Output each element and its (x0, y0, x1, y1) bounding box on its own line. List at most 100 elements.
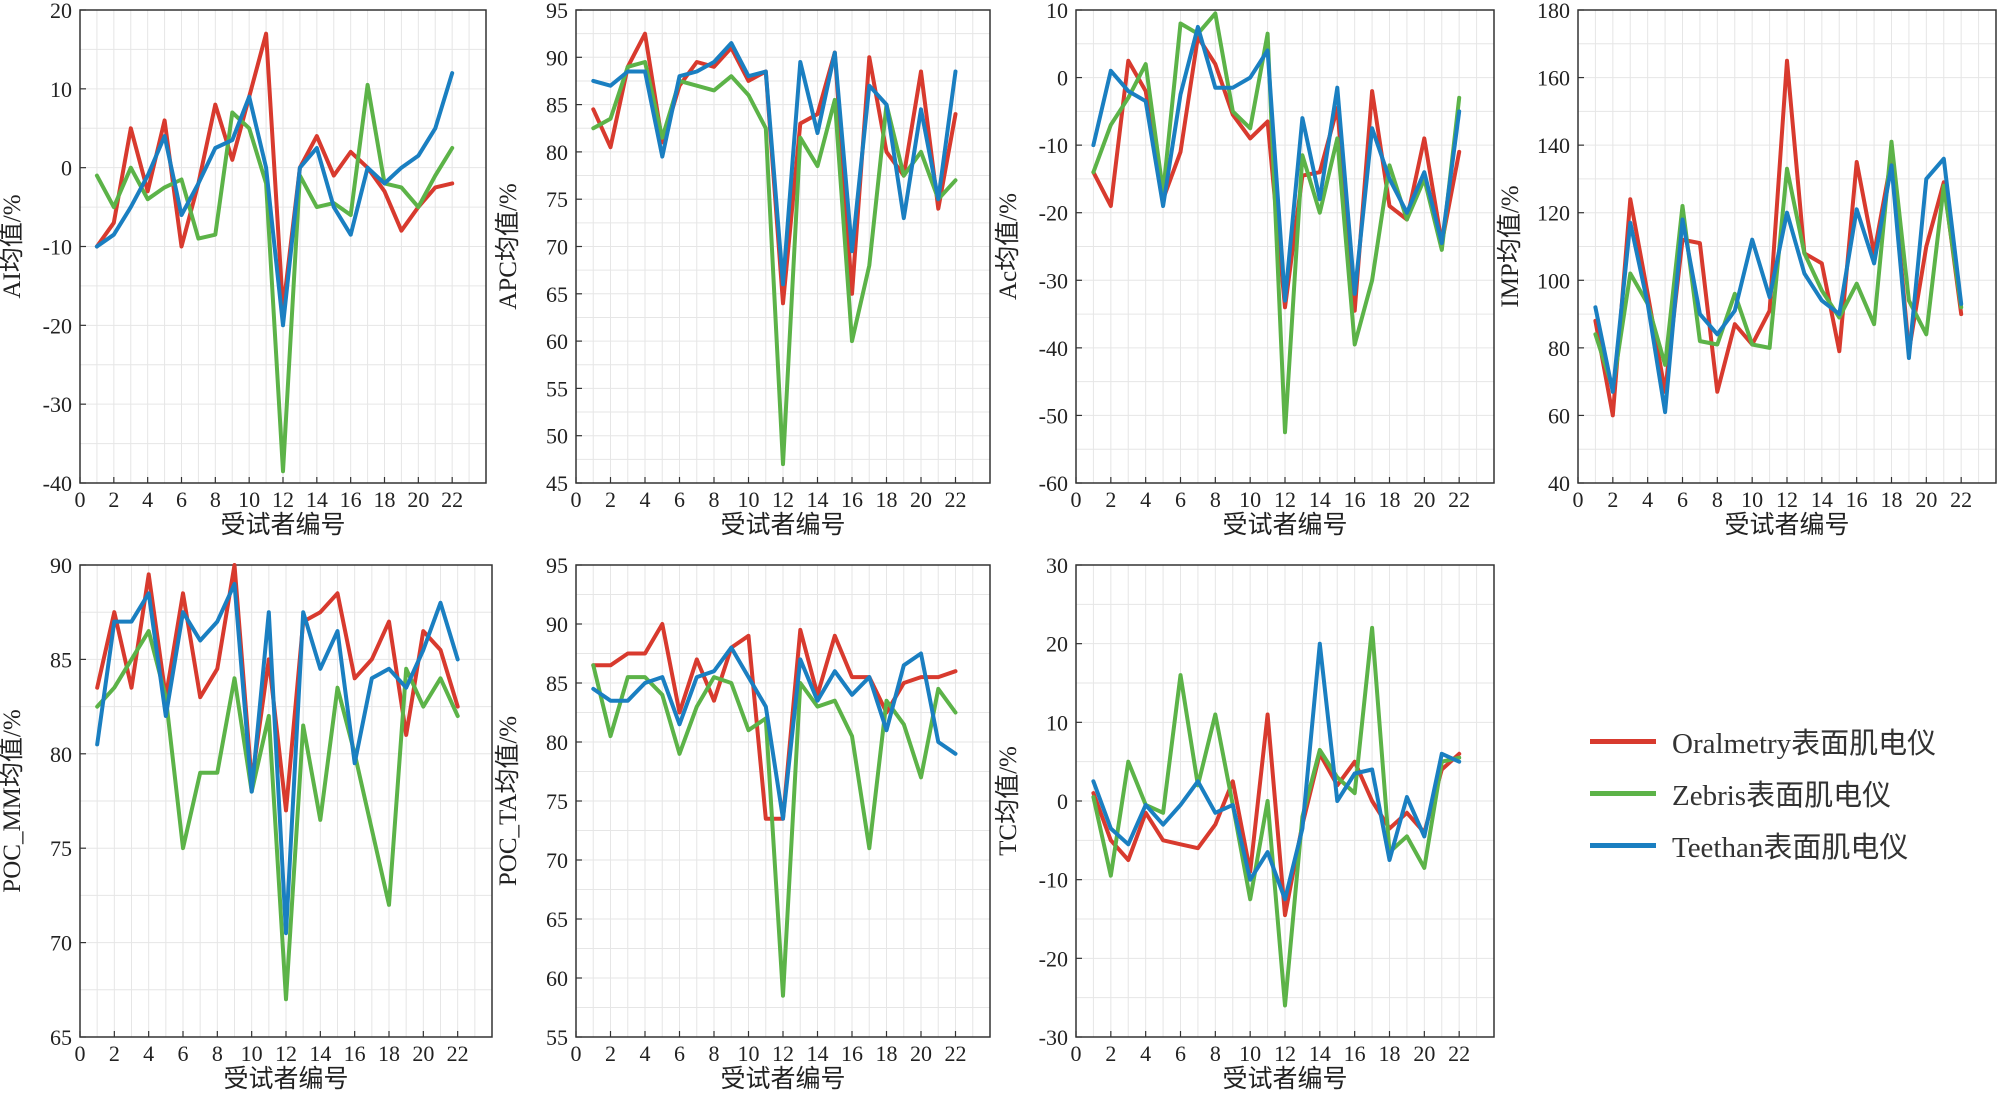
x-tick-label: 2 (605, 1041, 616, 1066)
y-tick-label: -40 (1039, 336, 1068, 361)
x-tick-label: 10 (1741, 487, 1763, 512)
x-tick-label: 2 (108, 487, 119, 512)
y-axis-label: IMP均值/% (1496, 185, 1524, 307)
y-tick-label: 160 (1537, 66, 1570, 91)
x-axis-label: 受试者编号 (1724, 511, 1849, 539)
y-tick-label: 95 (546, 0, 568, 23)
y-tick-label: 20 (1046, 632, 1068, 657)
x-tick-label: 10 (238, 487, 260, 512)
y-tick-label: 85 (546, 93, 568, 118)
x-axis-label: 受试者编号 (220, 511, 345, 539)
x-tick-label: 14 (1309, 1041, 1331, 1066)
x-tick-label: 16 (841, 487, 863, 512)
x-tick-label: 4 (142, 487, 153, 512)
y-tick-label: 75 (546, 789, 568, 814)
legend-swatch-teethan (1590, 842, 1656, 848)
y-tick-label: -30 (43, 392, 72, 417)
x-tick-label: 4 (640, 487, 651, 512)
series-line-zebris (591, 60, 958, 467)
x-tick-label: 8 (212, 1041, 223, 1066)
y-tick-label: 55 (546, 376, 568, 401)
y-tick-label: 60 (546, 329, 568, 354)
y-tick-label: 90 (50, 553, 72, 578)
x-tick-label: 0 (75, 1041, 86, 1066)
x-tick-label: 20 (412, 1041, 434, 1066)
x-tick-label: 2 (109, 1041, 120, 1066)
x-tick-label: 16 (1344, 1041, 1366, 1066)
legend: Oralmetry表面肌电仪 Zebris表面肌电仪 Teethan表面肌电仪 (1590, 715, 1990, 871)
x-tick-label: 4 (1642, 487, 1653, 512)
y-tick-label: 180 (1537, 0, 1570, 23)
x-tick-label: 4 (1140, 1041, 1151, 1066)
series-line-teethan (1091, 24, 1462, 303)
y-tick-label: 0 (61, 156, 72, 181)
y-tick-label: 55 (546, 1025, 568, 1050)
x-tick-label: 0 (571, 1041, 582, 1066)
x-tick-label: 22 (447, 1041, 469, 1066)
x-tick-label: 6 (1175, 487, 1186, 512)
x-tick-label: 20 (1915, 487, 1937, 512)
y-tick-label: 85 (546, 671, 568, 696)
x-tick-label: 12 (272, 487, 294, 512)
legend-swatch-oralmetry (1590, 738, 1656, 744)
x-axis-label: 受试者编号 (1222, 1065, 1347, 1093)
y-tick-label: 30 (1046, 553, 1068, 578)
series-line-teethan (1091, 641, 1462, 902)
chart-panel-3: 0 2 4 6 8 10 12 14 16 18 20 22-60-50-40-30-20-10010… (994, 0, 1495, 539)
y-axis-label: POC_MM均值/% (0, 709, 26, 892)
x-tick-label: 20 (910, 1041, 932, 1066)
x-tick-label: 14 (1309, 487, 1331, 512)
chart-panel-4: 0 2 4 6 8 10 12 14 16 18 20 22 40 60 80 100 120 140 160 180… (1496, 0, 1997, 539)
x-tick-label: 10 (1239, 1041, 1261, 1066)
y-tick-label: 80 (546, 140, 568, 165)
y-axis-label: POC_TA均值/% (494, 716, 522, 886)
x-tick-label: 18 (374, 487, 396, 512)
x-tick-label: 16 (340, 487, 362, 512)
legend-item-zebris: Zebris表面肌电仪 (1590, 767, 1990, 819)
y-tick-label: 0 (1057, 789, 1068, 814)
x-tick-label: 6 (178, 1041, 189, 1066)
legend-swatch-zebris (1590, 790, 1656, 796)
y-tick-label: -50 (1039, 403, 1068, 428)
y-tick-label: 10 (1046, 710, 1068, 735)
x-tick-label: 8 (1210, 487, 1221, 512)
series-line-zebris (1091, 625, 1462, 1008)
x-tick-label: 6 (1677, 487, 1688, 512)
y-axis-label: AI均值/% (0, 194, 26, 298)
series-line-teethan (95, 581, 460, 936)
x-tick-label: 0 (75, 487, 86, 512)
y-tick-label: 10 (50, 77, 72, 102)
x-tick-label: 22 (1448, 1041, 1470, 1066)
y-axis-label: Ac均值/% (994, 193, 1022, 300)
legend-label-zebris: Zebris表面肌电仪 (1672, 780, 1892, 812)
x-tick-label: 10 (241, 1041, 263, 1066)
x-tick-label: 4 (1140, 487, 1151, 512)
y-axis-label: APC均值/% (494, 183, 522, 309)
y-tick-label: 75 (50, 836, 72, 861)
x-tick-label: 6 (176, 487, 187, 512)
legend-item-oralmetry: Oralmetry表面肌电仪 (1590, 715, 1990, 767)
legend-item-teethan: Teethan表面肌电仪 (1590, 819, 1990, 871)
x-tick-label: 16 (1344, 487, 1366, 512)
x-tick-label: 20 (407, 487, 429, 512)
y-tick-label: -20 (1039, 946, 1068, 971)
y-tick-label: -10 (43, 235, 72, 260)
x-tick-label: 22 (441, 487, 463, 512)
legend-label-teethan: Teethan表面肌电仪 (1672, 832, 1909, 864)
x-tick-label: 2 (605, 487, 616, 512)
series-line-teethan (591, 41, 958, 287)
x-tick-label: 14 (807, 1041, 829, 1066)
y-tick-label: -10 (1039, 868, 1068, 893)
y-tick-label: 120 (1537, 201, 1570, 226)
x-tick-label: 18 (876, 1041, 898, 1066)
chart-panel-5: 0 2 4 6 8 10 12 14 16 18 20 22 65 70 75 80 85 90 受试者编号 POC_… (0, 553, 493, 1093)
x-tick-label: 18 (1379, 1041, 1401, 1066)
y-tick-label: 60 (1548, 403, 1570, 428)
x-tick-label: 20 (1413, 487, 1435, 512)
y-tick-label: 50 (546, 424, 568, 449)
x-tick-label: 12 (275, 1041, 297, 1066)
y-tick-label: 80 (50, 742, 72, 767)
series-line-teethan (1593, 156, 1964, 415)
y-tick-label: 45 (546, 471, 568, 496)
y-tick-label: 70 (546, 235, 568, 260)
